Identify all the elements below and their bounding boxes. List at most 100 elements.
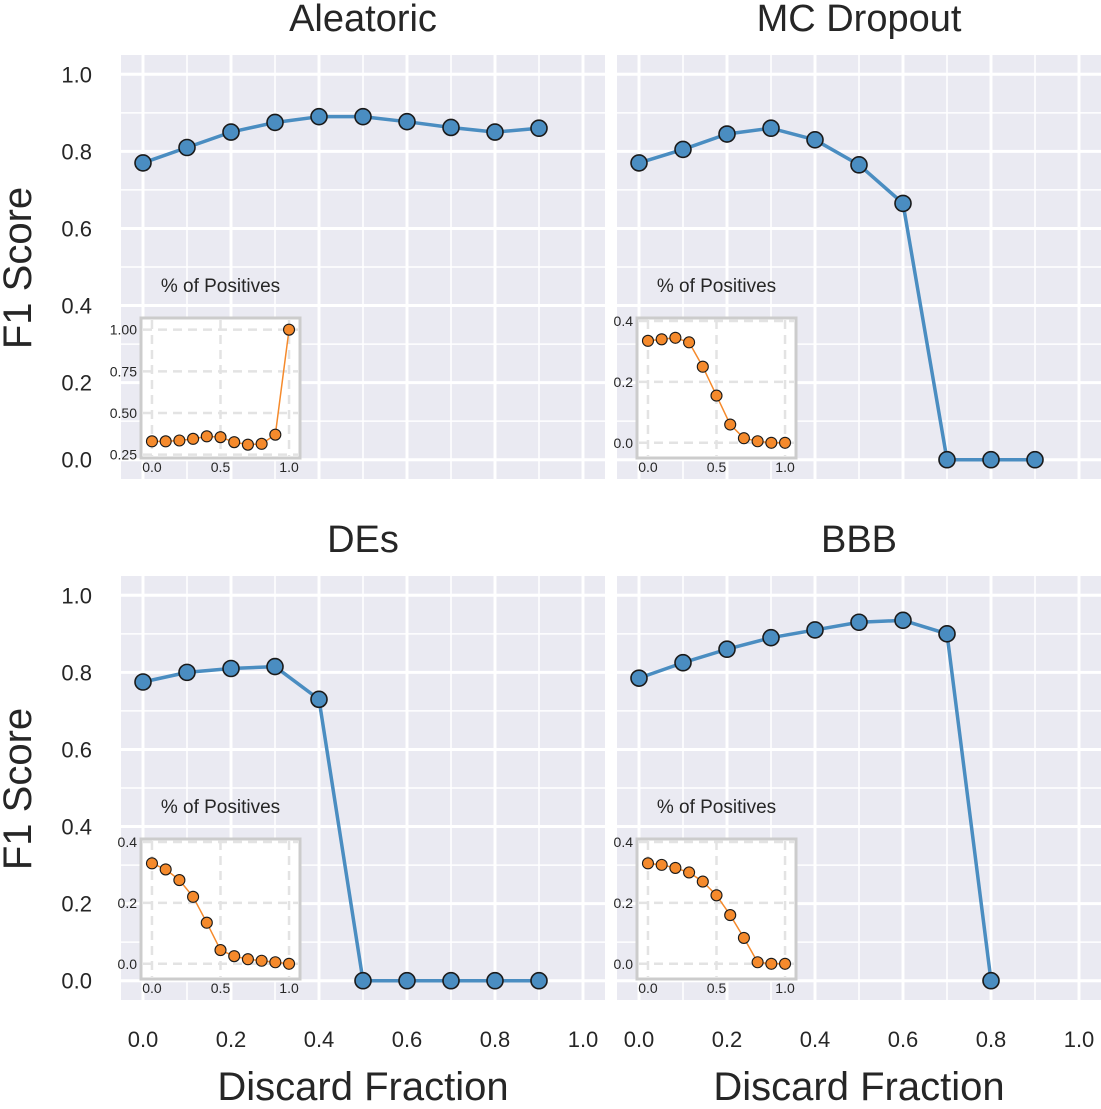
inset-title: % of Positives	[657, 797, 776, 818]
inset-data-point	[683, 866, 696, 879]
inset-data-point	[737, 432, 750, 445]
inset-x-tick-label: 1.0	[279, 980, 299, 996]
inset-data-point	[145, 435, 159, 448]
inset-positives: % of Positives 0.0 0.2 0.4 0.0 0.5 1.0	[614, 797, 798, 996]
x-tick-label: 0.4	[800, 1027, 831, 1052]
inset-data-point	[241, 438, 254, 451]
f1-data-point	[718, 125, 736, 143]
f1-data-point	[222, 659, 240, 678]
y-tick-label: 0.4	[61, 294, 92, 319]
inset-positives: % of Positives 0.0 0.2 0.4 0.0 0.5 1.0	[118, 797, 302, 996]
inset-y-tick-label: 0.0	[614, 956, 634, 972]
inset-y-tick-label: 0.50	[110, 405, 137, 421]
inset-data-point	[765, 436, 778, 449]
inset-data-point	[228, 436, 241, 449]
inset-y-tick-label: 0.4	[118, 834, 138, 850]
inset-data-point	[187, 890, 200, 903]
f1-data-point	[850, 156, 868, 174]
inset-data-point	[173, 434, 186, 447]
inset-data-point	[282, 323, 296, 336]
inset-y-tick-label: 0.4	[614, 313, 634, 329]
f1-data-point	[674, 140, 692, 159]
panel-des: DEs 0.0 0.2 0.4 0.6 0.8 1.0 0.0 0.2 0.4 0.6 0.8 1.0%…	[61, 519, 605, 1052]
inset-data-point	[778, 957, 792, 970]
f1-data-point	[630, 669, 648, 687]
inset-data-point	[282, 957, 296, 970]
f1-data-point	[762, 628, 780, 647]
inset-data-point	[159, 863, 172, 876]
inset-x-tick-label: 0.5	[211, 459, 231, 475]
x-tick-label: 0.0	[624, 1027, 655, 1052]
inset-data-point	[187, 432, 200, 445]
f1-data-point	[850, 613, 868, 632]
inset-x-tick-label: 0.0	[638, 980, 658, 996]
y-axis-label-top: F1 Score	[0, 187, 40, 349]
inset-data-point	[255, 437, 268, 450]
y-tick-label: 0.2	[61, 371, 92, 396]
panel-title: BBB	[821, 519, 897, 561]
inset-positives: % of Positives 0.0 0.2 0.4 0.0 0.5 1.0	[614, 276, 798, 475]
inset-x-tick-label: 1.0	[775, 459, 795, 475]
x-tick-label: 1.0	[1064, 1027, 1095, 1052]
inset-data-point	[269, 956, 282, 969]
f1-data-point	[982, 971, 1000, 990]
inset-title: % of Positives	[657, 276, 776, 297]
inset-data-point	[228, 950, 241, 963]
inset-data-point	[200, 916, 213, 929]
inset-data-point	[173, 874, 186, 887]
inset-x-tick-label: 1.0	[775, 980, 795, 996]
x-axis-label-right: Discard Fraction	[713, 1065, 1004, 1109]
inset-y-tick-label: 0.4	[614, 834, 634, 850]
inset-positives: % of Positives 0.25 0.50 0.75 1.00 0.0 0.5 1.0	[110, 276, 302, 475]
f1-data-point	[266, 113, 284, 132]
inset-data-point	[214, 944, 227, 957]
inset-y-tick-label: 0.0	[118, 956, 138, 972]
inset-x-tick-label: 0.5	[707, 459, 727, 475]
x-tick-label: 0.2	[216, 1027, 247, 1052]
f1-data-point	[310, 690, 328, 709]
inset-data-point	[641, 857, 655, 870]
inset-data-point	[214, 431, 227, 444]
y-tick-label: 0.6	[61, 737, 92, 762]
inset-y-tick-label: 0.0	[614, 435, 634, 451]
panel-title: MC Dropout	[757, 0, 962, 40]
inset-x-tick-label: 1.0	[279, 459, 299, 475]
f1-data-point	[718, 640, 736, 659]
f1-data-point	[982, 450, 1000, 469]
f1-data-point	[938, 625, 956, 643]
y-tick-label: 0.8	[61, 139, 92, 164]
inset-data-point	[655, 858, 668, 871]
f1-data-point	[762, 119, 780, 138]
f1-data-point	[442, 118, 460, 137]
y-tick-label: 0.8	[61, 660, 92, 685]
y-tick-label: 0.0	[61, 969, 92, 994]
x-tick-label: 0.0	[128, 1027, 159, 1052]
x-tick-label: 0.6	[888, 1027, 919, 1052]
inset-data-point	[269, 428, 282, 441]
f1-data-point	[938, 450, 956, 469]
inset-data-point	[696, 360, 709, 373]
inset-data-point	[751, 435, 764, 448]
inset-y-tick-label: 0.2	[614, 895, 634, 911]
inset-data-point	[655, 333, 668, 346]
x-tick-label: 0.6	[392, 1027, 423, 1052]
f1-data-point	[806, 621, 824, 639]
f1-data-point	[674, 653, 692, 672]
f1-data-point	[1026, 450, 1044, 469]
inset-data-point	[778, 436, 792, 449]
f1-data-point	[530, 119, 548, 138]
panel-title: Aleatoric	[289, 0, 437, 40]
y-tick-label: 1.0	[61, 62, 92, 87]
f1-series-line	[638, 126, 1035, 462]
x-axis-label-left: Discard Fraction	[217, 1065, 508, 1109]
inset-data-point	[737, 931, 750, 944]
f1-data-point	[486, 123, 504, 141]
inset-data-point	[145, 857, 159, 870]
y-tick-label: 0.0	[61, 448, 92, 473]
f1-data-point	[134, 673, 152, 691]
inset-data-point	[669, 861, 682, 874]
f1-data-point	[530, 971, 548, 990]
inset-x-tick-label: 0.0	[142, 459, 162, 475]
f1-data-point	[310, 107, 328, 126]
